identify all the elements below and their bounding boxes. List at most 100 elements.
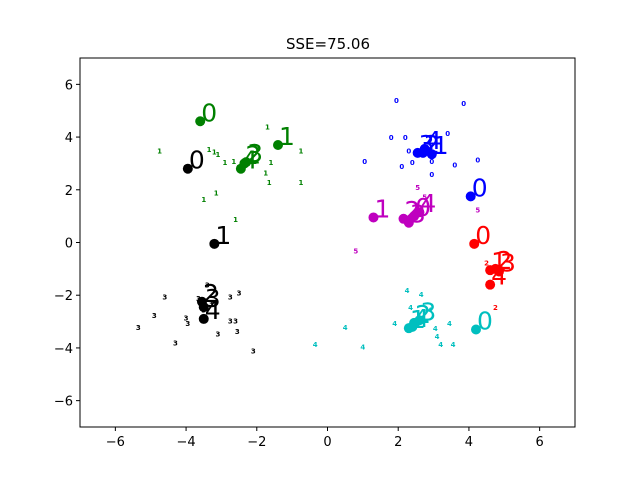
centroid-label: 1 (215, 221, 231, 250)
point-label: 1 (207, 146, 212, 154)
point-label: 1 (214, 189, 219, 197)
point-label: 0 (475, 156, 480, 164)
point-label: 3 (185, 320, 190, 328)
centroid (407, 321, 418, 332)
point-label: 1 (299, 179, 304, 187)
chart-title: SSE=75.06 (286, 35, 370, 53)
point-label: 1 (263, 170, 268, 178)
y-tick-label: 4 (65, 131, 73, 146)
point-label: 0 (429, 158, 434, 166)
centroid (419, 143, 430, 154)
point-label: 1 (233, 216, 238, 224)
centroid-label: 3 (420, 297, 436, 326)
centroid-label: 0 (477, 306, 493, 335)
centroid-label: 4 (426, 126, 442, 155)
x-tick-label: −2 (247, 435, 266, 450)
point-label: 3 (251, 348, 256, 356)
point-label: 0 (410, 159, 415, 167)
centroid (465, 191, 476, 202)
centroid-label: 1 (279, 122, 295, 151)
centroid (235, 163, 246, 174)
centroid-label: 4 (420, 189, 436, 218)
point-label: 3 (228, 317, 233, 325)
point-label: 1 (268, 159, 273, 167)
point-label: 4 (451, 341, 456, 349)
centroid-label: 4 (491, 262, 507, 291)
point-label: 4 (408, 304, 413, 312)
centroid (414, 207, 425, 218)
point-label: 5 (353, 247, 358, 255)
point-label: 4 (438, 341, 443, 349)
point-label: 1 (267, 179, 272, 187)
point-label: 1 (157, 147, 162, 155)
centroid (485, 279, 496, 290)
point-label: 0 (406, 147, 411, 155)
centroid-label: 0 (472, 173, 488, 202)
centroid-label: 1 (374, 194, 390, 223)
point-label: 0 (399, 163, 404, 171)
x-tick-label: 2 (394, 435, 402, 450)
point-label: 4 (343, 324, 348, 332)
point-label: 3 (205, 282, 210, 290)
point-label: 5 (475, 207, 480, 215)
point-label: 0 (403, 134, 408, 142)
centroid-label: 2 (405, 196, 421, 225)
point-label: 1 (201, 196, 206, 204)
centroid-label: 3 (205, 284, 221, 313)
point-label: 2 (493, 304, 498, 312)
point-label: 5 (422, 193, 427, 201)
point-label: 0 (461, 100, 466, 108)
point-label: 4 (435, 333, 440, 341)
point-label: 0 (452, 162, 457, 170)
centroid-label: 4 (242, 146, 258, 175)
centroid-label: 1 (433, 131, 449, 160)
centroid-label: 0 (475, 221, 491, 250)
point-label: 1 (215, 151, 220, 159)
point-label: 3 (228, 294, 233, 302)
centroid (403, 217, 414, 228)
point-label: 4 (392, 320, 397, 328)
point-label: 1 (299, 147, 304, 155)
point-label: 0 (445, 130, 450, 138)
point-label: 3 (208, 300, 213, 308)
centroid-label: 3 (500, 248, 516, 277)
point-label: 4 (433, 325, 438, 333)
point-label: 3 (233, 317, 238, 325)
x-tick-label: 6 (536, 435, 544, 450)
x-tick-label: 0 (323, 435, 331, 450)
centroid (471, 324, 481, 335)
point-label: 1 (223, 159, 228, 167)
centroid-label: 0 (189, 146, 205, 175)
point-label: 4 (405, 287, 410, 295)
y-tick-label: 2 (65, 184, 73, 199)
point-label: 3 (152, 312, 157, 320)
centroid (426, 149, 437, 160)
point-label: 4 (313, 341, 318, 349)
point-label: 3 (184, 315, 189, 323)
y-tick-label: 0 (65, 237, 73, 252)
y-tick-label: 6 (65, 78, 73, 93)
point-label: 1 (265, 124, 270, 132)
point-label: 0 (389, 134, 394, 142)
centroid (469, 238, 480, 249)
point-label: 3 (237, 290, 242, 298)
centroid (198, 313, 209, 324)
point-label: 1 (231, 158, 236, 166)
point-label: 4 (360, 344, 365, 352)
centroid (195, 116, 206, 127)
point-label: 2 (484, 259, 489, 267)
point-label: 3 (173, 340, 178, 348)
y-tick-label: −6 (54, 395, 73, 410)
y-tick-label: −4 (54, 342, 73, 357)
point-label: 5 (415, 184, 420, 192)
x-tick-label: 4 (465, 435, 473, 450)
centroid (414, 315, 425, 326)
centroid (182, 163, 193, 174)
point-label: 4 (419, 291, 424, 299)
centroid (209, 238, 220, 249)
point-label: 4 (428, 307, 433, 315)
point-label: 3 (162, 294, 167, 302)
point-label: 0 (362, 158, 367, 166)
centroid-label: 4 (205, 296, 221, 325)
